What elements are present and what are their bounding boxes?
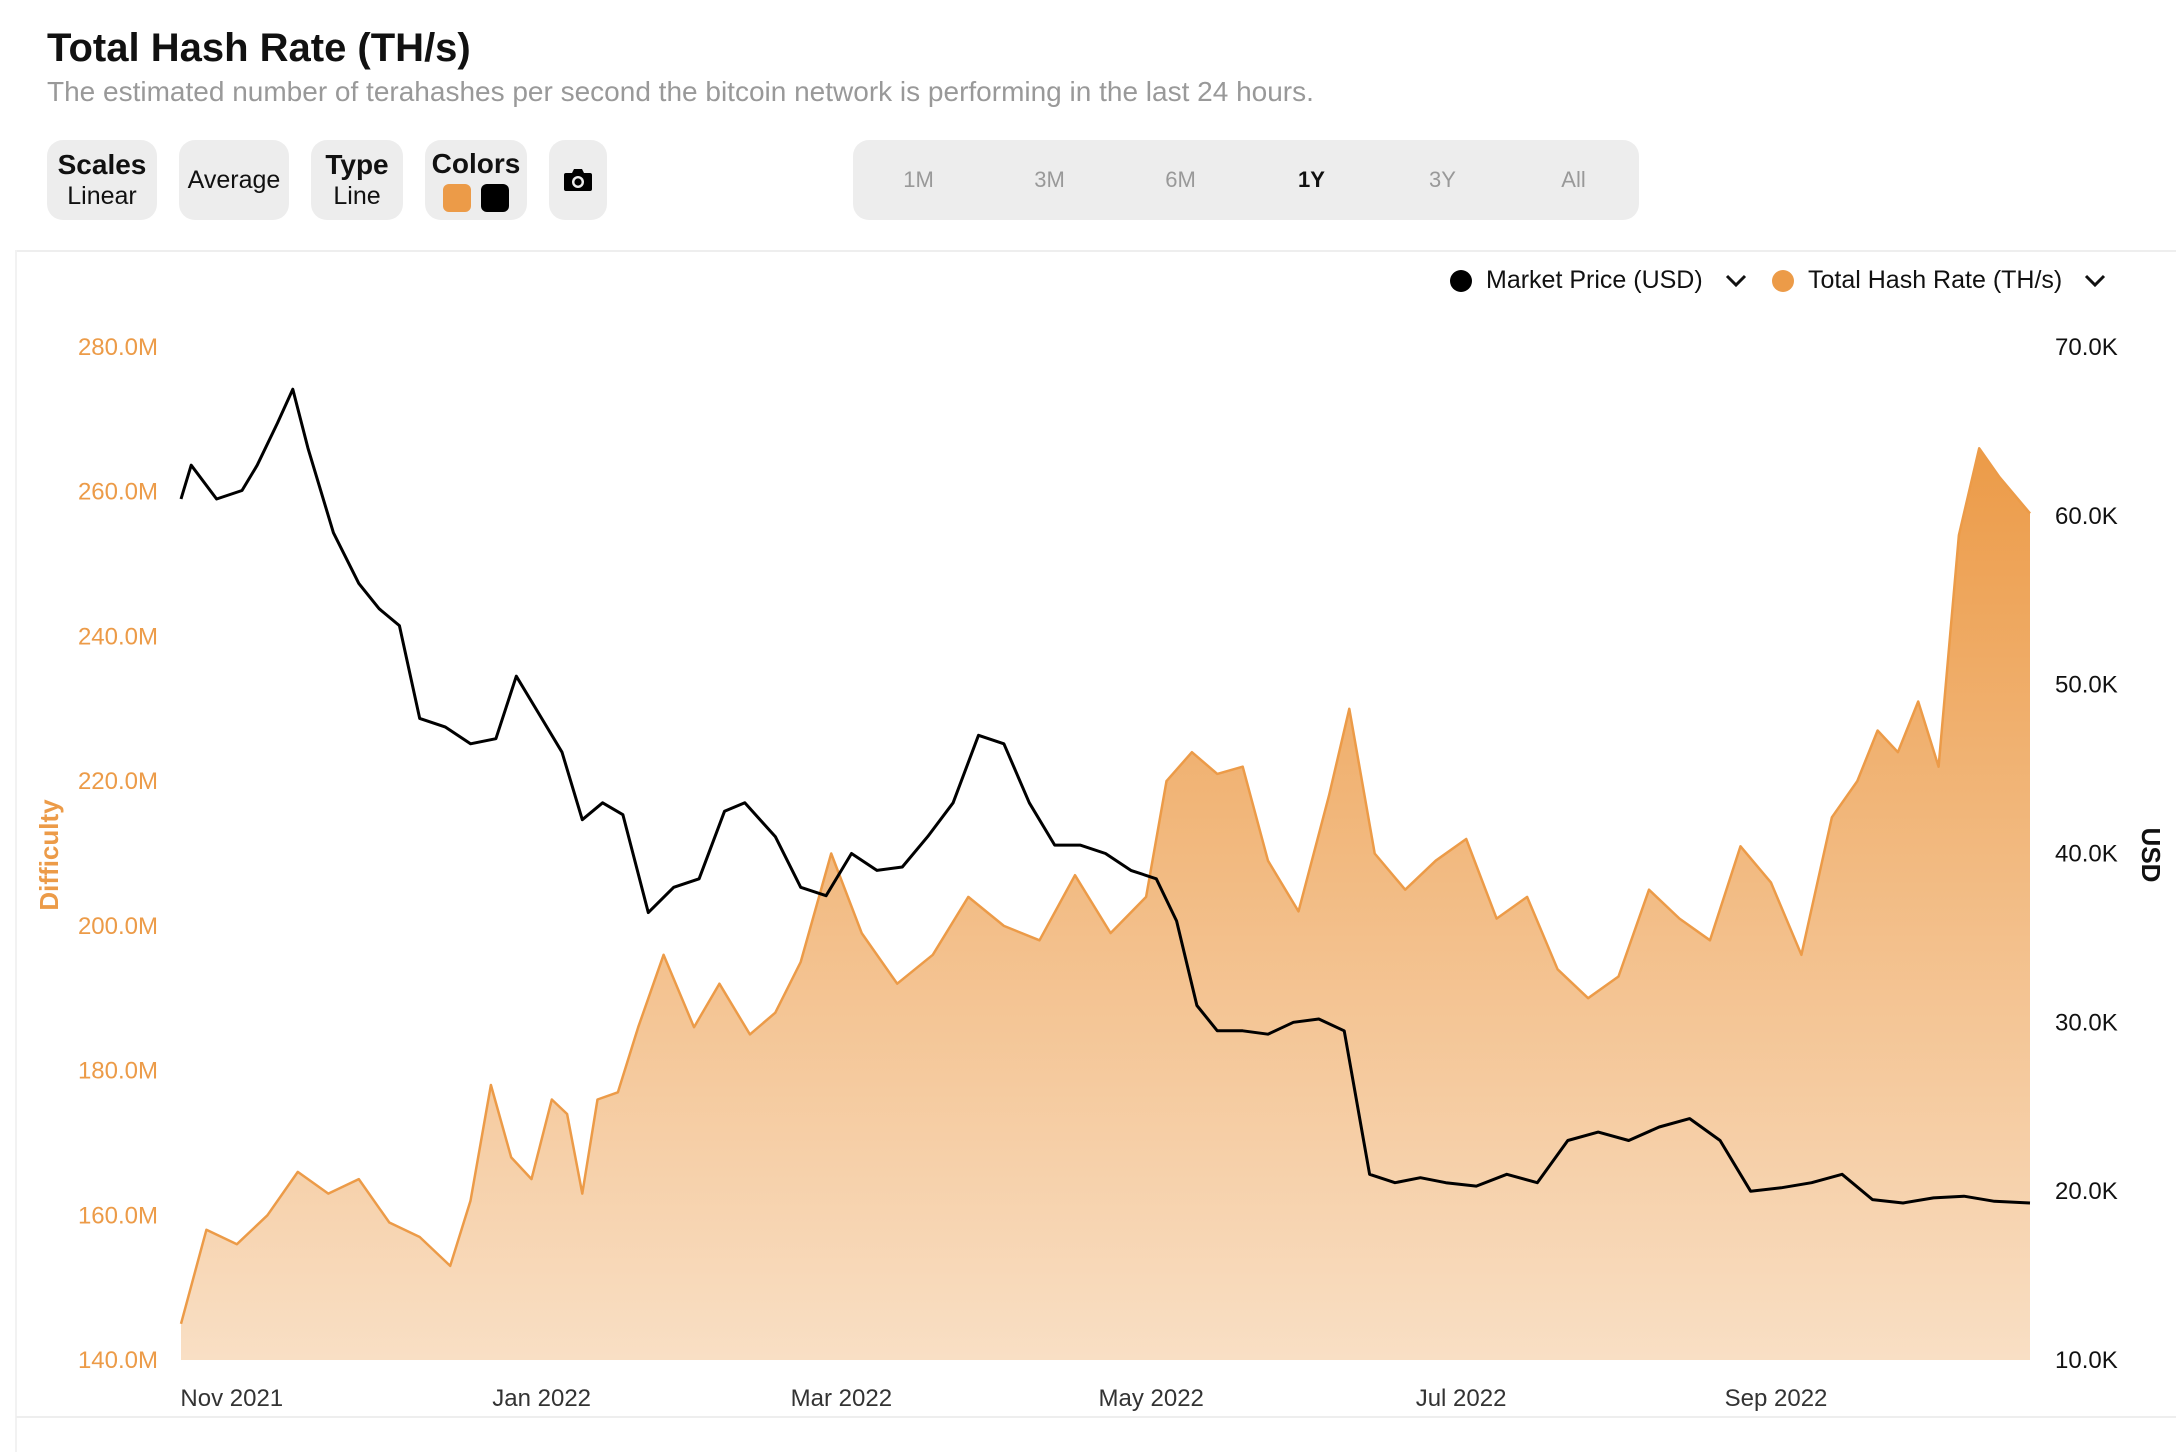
camera-icon xyxy=(564,169,592,191)
hash-rate-line xyxy=(179,447,2031,1325)
toolbar-divider xyxy=(16,250,2176,252)
hash-rate-dot xyxy=(1772,269,1794,292)
right-axis-tick: 60.0K xyxy=(2055,503,2118,530)
type-value: Line xyxy=(333,182,381,210)
scales-value: Linear xyxy=(67,182,137,210)
range-3y[interactable]: 3Y xyxy=(1429,167,1456,192)
average-button[interactable]: Average xyxy=(179,140,289,220)
market-price-dot xyxy=(1450,269,1472,292)
colors-button[interactable]: Colors xyxy=(425,140,527,220)
left-axis-tick: 240.0M xyxy=(78,623,158,650)
range-1y[interactable]: 1Y xyxy=(1298,167,1325,192)
hash-rate-area xyxy=(181,448,2030,1360)
left-axis-tick: 160.0M xyxy=(78,1202,158,1229)
bottom-divider xyxy=(16,1416,2176,1418)
range-3m[interactable]: 3M xyxy=(1034,167,1065,192)
screenshot-button[interactable] xyxy=(549,140,607,220)
left-axis-tick: 140.0M xyxy=(78,1347,158,1374)
chevron-down-icon xyxy=(2085,274,2106,287)
x-axis-tick: Mar 2022 xyxy=(791,1385,892,1412)
range-1m[interactable]: 1M xyxy=(903,167,934,192)
right-axis-tick: 50.0K xyxy=(2055,672,2118,699)
legend-item-market-price[interactable]: Market Price (USD) xyxy=(1450,266,1747,295)
x-axis-tick: Nov 2021 xyxy=(180,1385,283,1412)
left-axis-tick: 220.0M xyxy=(78,768,158,795)
left-axis-tick: 200.0M xyxy=(78,913,158,940)
left-border xyxy=(15,250,17,1452)
type-button[interactable]: Type Line xyxy=(311,140,403,220)
right-axis-tick: 20.0K xyxy=(2055,1178,2118,1205)
range-6m[interactable]: 6M xyxy=(1165,167,1196,192)
right-axis-title: USD xyxy=(2136,828,2166,883)
scales-label: Scales xyxy=(57,149,147,180)
color-swatches xyxy=(443,184,509,212)
right-axis-tick: 30.0K xyxy=(2055,1009,2118,1036)
market-price-line xyxy=(179,387,2031,1205)
right-axis-tick: 70.0K xyxy=(2055,334,2118,361)
page-title: Total Hash Rate (TH/s) xyxy=(47,26,471,70)
time-range-selector: 1M 3M 6M 1Y 3Y All xyxy=(853,140,1639,220)
range-all[interactable]: All xyxy=(1561,167,1586,192)
scales-button[interactable]: Scales Linear xyxy=(47,140,157,220)
legend-item-hash-rate[interactable]: Total Hash Rate (TH/s) xyxy=(1772,266,2106,295)
average-label: Average xyxy=(187,165,281,194)
color-swatch-orange[interactable] xyxy=(443,184,471,212)
right-axis-tick: 40.0K xyxy=(2055,841,2118,868)
left-axis-tick: 180.0M xyxy=(78,1058,158,1085)
colors-label: Colors xyxy=(431,148,521,179)
left-axis-tick: 280.0M xyxy=(78,334,158,361)
legend-hash-rate-label: Total Hash Rate (TH/s) xyxy=(1808,266,2063,294)
x-axis-tick: Jan 2022 xyxy=(492,1385,591,1412)
chevron-down-icon xyxy=(1725,274,1746,287)
x-axis-tick: Jul 2022 xyxy=(1416,1385,1507,1412)
left-axis-tick: 260.0M xyxy=(78,479,158,506)
page-subtitle: The estimated number of terahashes per s… xyxy=(47,76,1314,107)
color-swatch-black[interactable] xyxy=(481,184,509,212)
left-axis-title: Difficulty xyxy=(34,799,64,911)
legend-market-price-label: Market Price (USD) xyxy=(1486,266,1703,294)
type-label: Type xyxy=(325,149,389,180)
x-axis-tick: May 2022 xyxy=(1099,1385,1204,1412)
x-axis-tick: Sep 2022 xyxy=(1725,1385,1828,1412)
right-axis-tick: 10.0K xyxy=(2055,1347,2118,1374)
